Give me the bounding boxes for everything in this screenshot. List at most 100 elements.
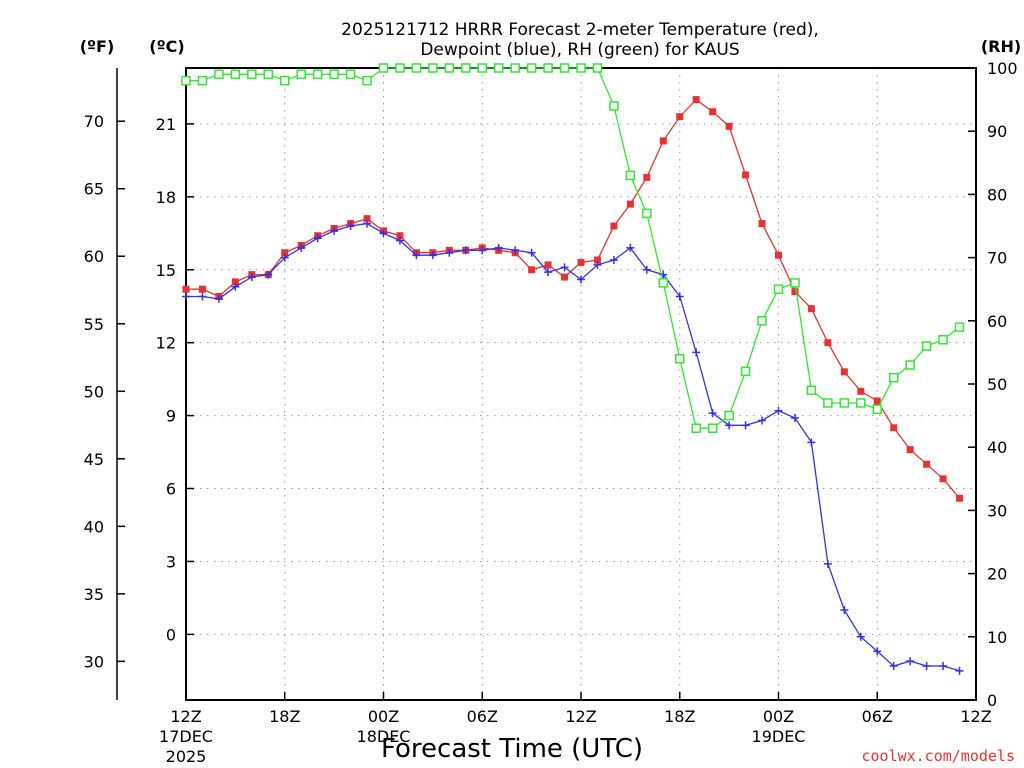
dewpoint-point: [577, 275, 585, 284]
rh-point: [938, 335, 948, 345]
celsius-tick-label: 9: [166, 407, 176, 426]
rh-point: [444, 63, 455, 73]
celsius-tick-label: 12: [156, 334, 176, 353]
fahrenheit-tick-label: 60: [84, 247, 104, 266]
dewpoint-point: [807, 438, 816, 447]
celsius-tick-label: 6: [166, 480, 176, 499]
temperature-point: [956, 494, 964, 502]
dewpoint-point: [675, 292, 684, 301]
rh-point: [691, 423, 701, 433]
temperature-point: [396, 232, 404, 240]
rh-point: [872, 404, 882, 415]
dewpoint-point: [659, 270, 668, 279]
dewpoint-point: [906, 657, 915, 666]
temperature-line: [186, 98, 960, 499]
time-tick-label: 18Z: [664, 707, 695, 726]
rh-point: [642, 208, 652, 219]
temperature-point: [807, 305, 815, 313]
temperature-point: [840, 368, 848, 376]
dewpoint-point: [758, 416, 767, 425]
temperature-point: [593, 256, 601, 264]
rh-point: [724, 410, 734, 421]
dewpoint-line: [186, 222, 960, 672]
rh-point: [905, 360, 915, 370]
dewpoint-point: [939, 661, 948, 670]
rh-point: [757, 316, 767, 326]
celsius-tick-label: 18: [156, 188, 176, 207]
rh-point: [214, 69, 224, 80]
dewpoint-point: [412, 251, 421, 260]
rh-point: [428, 63, 438, 73]
dewpoint-point: [725, 421, 734, 430]
temperature-point: [231, 278, 239, 286]
dewpoint-point: [297, 243, 306, 252]
dewpoint-point: [445, 248, 454, 257]
temperature-point: [659, 137, 667, 145]
dewpoint-point: [330, 226, 339, 235]
rh-tick-label: 0: [987, 691, 997, 710]
temperature-point: [923, 460, 931, 468]
dewpoint-point: [214, 294, 223, 303]
time-tick-label: 12Z: [565, 707, 596, 726]
dewpoint-point: [560, 263, 569, 272]
temperature-point: [939, 475, 947, 483]
dewpoint-point: [280, 253, 289, 262]
dewpoint-point: [741, 421, 750, 430]
rh-tick-label: 50: [987, 375, 1007, 394]
rh-point: [559, 63, 570, 73]
rh-point: [395, 63, 405, 73]
dewpoint-point: [922, 661, 931, 670]
gridlines: [186, 68, 976, 700]
rh-point: [461, 63, 471, 73]
dewpoint-point: [527, 248, 536, 257]
rh-point: [247, 69, 257, 80]
rh-point: [609, 101, 619, 111]
credit-text: coolwx.com/models: [861, 747, 1015, 765]
dewpoint-point: [790, 414, 799, 423]
temperature-point: [873, 397, 881, 405]
fahrenheit-tick-label: 30: [84, 652, 104, 671]
dewpoint-point: [626, 243, 635, 252]
rh-point: [411, 63, 422, 73]
rh-point: [312, 69, 323, 80]
rh-point: [510, 63, 520, 73]
time-tick-label: 12Z: [170, 707, 201, 726]
temperature-point: [561, 273, 569, 281]
rh-point: [773, 284, 784, 294]
dewpoint-point: [346, 222, 355, 230]
unit-rh: (RH): [981, 37, 1021, 56]
chart-title: 2025121712 HRRR Forecast 2-meter Tempera…: [341, 20, 819, 40]
time-tick-label: 06Z: [467, 707, 498, 726]
temperature-point: [791, 288, 799, 296]
rh-point: [181, 75, 191, 86]
rh-point: [543, 63, 553, 73]
dewpoint-point: [856, 632, 865, 641]
temperature-point: [528, 266, 536, 274]
rh-point: [493, 63, 504, 73]
rh-point: [888, 372, 899, 383]
dewpoint-point: [708, 409, 717, 418]
dewpoint-point: [247, 273, 256, 282]
temperature-point: [709, 108, 717, 116]
rh-point: [230, 69, 241, 80]
dewpoint-point: [363, 219, 372, 228]
time-tick-label: 06Z: [862, 707, 893, 726]
time-tick-label: 12Z: [960, 707, 991, 726]
rh-point: [197, 75, 208, 86]
dewpoint-point: [544, 268, 553, 277]
temperature-point: [281, 249, 289, 257]
unit-fahrenheit: (ºF): [80, 37, 115, 56]
temperature-point: [198, 285, 206, 293]
dewpoint-point: [478, 246, 487, 255]
rh-point: [658, 278, 669, 288]
rh-point: [296, 69, 306, 80]
rh-point: [378, 63, 389, 73]
rh-tick-label: 20: [987, 565, 1007, 584]
dewpoint-point: [231, 282, 240, 291]
temperature-point: [725, 122, 733, 130]
time-tick-day: 18DEC: [357, 727, 411, 746]
celsius-tick-label: 15: [156, 261, 176, 280]
fahrenheit-tick-label: 65: [84, 180, 104, 199]
fahrenheit-tick-label: 50: [84, 382, 104, 401]
celsius-tick-label: 21: [156, 115, 176, 134]
